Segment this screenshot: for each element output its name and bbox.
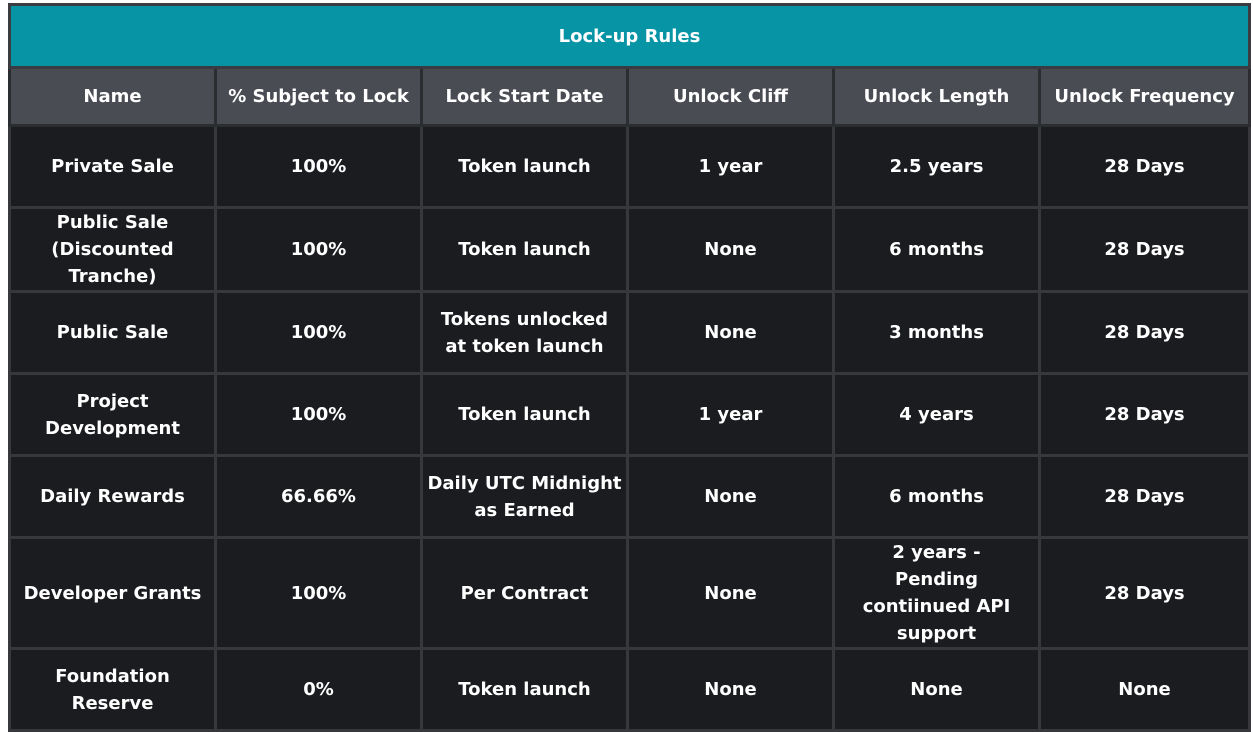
cell-percent: 100% — [214, 206, 423, 293]
cell-lock-start: Per Contract — [420, 536, 629, 650]
cell-unlock-frequency: 28 Days — [1038, 372, 1251, 457]
cell-percent: 66.66% — [214, 454, 423, 539]
cell-unlock-frequency: 28 Days — [1038, 206, 1251, 293]
cell-lock-start: Daily UTC Midnight as Earned — [420, 454, 629, 539]
cell-name: Project Development — [8, 372, 217, 457]
cell-unlock-frequency: 28 Days — [1038, 124, 1251, 209]
cell-lock-start: Token launch — [420, 647, 629, 732]
cell-unlock-cliff: 1 year — [626, 124, 835, 209]
cell-unlock-frequency: 28 Days — [1038, 536, 1251, 650]
cell-name: Public Sale — [8, 290, 217, 375]
table-row: Developer Grants 100% Per Contract None … — [8, 536, 1251, 650]
cell-percent: 100% — [214, 290, 423, 375]
cell-unlock-cliff: None — [626, 290, 835, 375]
cell-unlock-frequency: None — [1038, 647, 1251, 732]
column-header-unlock-cliff: Unlock Cliff — [626, 66, 835, 127]
table-row: Daily Rewards 66.66% Daily UTC Midnight … — [8, 454, 1251, 539]
cell-unlock-length: None — [832, 647, 1041, 732]
cell-unlock-cliff: None — [626, 454, 835, 539]
cell-name: Private Sale — [8, 124, 217, 209]
cell-unlock-cliff: 1 year — [626, 372, 835, 457]
table-title: Lock-up Rules — [8, 3, 1251, 69]
cell-unlock-length: 6 months — [832, 454, 1041, 539]
cell-lock-start: Tokens unlocked at token launch — [420, 290, 629, 375]
column-header-lock-start-date: Lock Start Date — [420, 66, 629, 127]
cell-unlock-cliff: None — [626, 536, 835, 650]
table-row: Private Sale 100% Token launch 1 year 2.… — [8, 124, 1251, 209]
table-title-row: Lock-up Rules — [8, 3, 1251, 69]
cell-name: Daily Rewards — [8, 454, 217, 539]
lockup-rules-table: Lock-up Rules Name % Subject to Lock Loc… — [8, 3, 1251, 732]
column-header-percent-locked: % Subject to Lock — [214, 66, 423, 127]
cell-unlock-length: 2.5 years — [832, 124, 1041, 209]
cell-unlock-length: 4 years — [832, 372, 1041, 457]
table-row: Project Development 100% Token launch 1 … — [8, 372, 1251, 457]
cell-name: Foundation Reserve — [8, 647, 217, 732]
cell-percent: 100% — [214, 536, 423, 650]
cell-unlock-length: 2 years - Pending contiinued API support — [832, 536, 1041, 650]
cell-unlock-length: 6 months — [832, 206, 1041, 293]
cell-lock-start: Token launch — [420, 206, 629, 293]
column-header-name: Name — [8, 66, 217, 127]
cell-percent: 0% — [214, 647, 423, 732]
cell-unlock-cliff: None — [626, 647, 835, 732]
lockup-rules-container: Lock-up Rules Name % Subject to Lock Loc… — [8, 3, 1251, 732]
table-row: Public Sale (Discounted Tranche) 100% To… — [8, 206, 1251, 293]
cell-percent: 100% — [214, 372, 423, 457]
cell-unlock-frequency: 28 Days — [1038, 290, 1251, 375]
cell-unlock-frequency: 28 Days — [1038, 454, 1251, 539]
cell-name: Public Sale (Discounted Tranche) — [8, 206, 217, 293]
cell-lock-start: Token launch — [420, 372, 629, 457]
cell-name: Developer Grants — [8, 536, 217, 650]
cell-unlock-cliff: None — [626, 206, 835, 293]
column-header-unlock-frequency: Unlock Frequency — [1038, 66, 1251, 127]
cell-percent: 100% — [214, 124, 423, 209]
cell-unlock-length: 3 months — [832, 290, 1041, 375]
table-row: Public Sale 100% Tokens unlocked at toke… — [8, 290, 1251, 375]
table-header-row: Name % Subject to Lock Lock Start Date U… — [8, 66, 1251, 127]
cell-lock-start: Token launch — [420, 124, 629, 209]
column-header-unlock-length: Unlock Length — [832, 66, 1041, 127]
table-row: Foundation Reserve 0% Token launch None … — [8, 647, 1251, 732]
